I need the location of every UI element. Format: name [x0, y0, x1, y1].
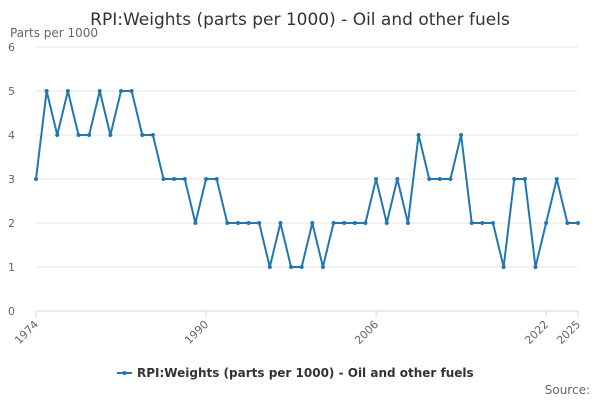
data-point[interactable] — [310, 221, 315, 225]
data-point[interactable] — [384, 221, 389, 225]
data-point[interactable] — [331, 221, 336, 225]
chart-title: RPI:Weights (parts per 1000) - Oil and o… — [90, 10, 510, 30]
y-tick-label: 2 — [8, 217, 15, 230]
y-axis-ticks: 0 1 2 3 4 5 6 — [8, 41, 15, 318]
data-point[interactable] — [172, 177, 177, 181]
legend-marker — [122, 371, 127, 375]
data-point[interactable] — [565, 221, 570, 225]
data-point[interactable] — [405, 221, 410, 225]
data-point[interactable] — [459, 133, 464, 137]
data-point[interactable] — [129, 89, 134, 93]
y-tick-label: 4 — [8, 129, 15, 142]
gridlines — [36, 46, 578, 312]
x-tick-label: 2006 — [352, 318, 381, 347]
data-point[interactable] — [554, 177, 559, 181]
data-point[interactable] — [544, 221, 549, 225]
data-point[interactable] — [140, 133, 145, 137]
data-point[interactable] — [576, 221, 580, 225]
x-axis: 1974 1990 2006 2022 2025 — [12, 310, 583, 347]
data-point[interactable] — [204, 177, 209, 181]
data-point[interactable] — [490, 221, 495, 225]
data-point[interactable] — [501, 265, 506, 269]
data-point[interactable] — [299, 265, 304, 269]
y-tick-label: 0 — [8, 305, 15, 318]
data-point[interactable] — [214, 177, 219, 181]
data-point[interactable] — [108, 133, 113, 137]
x-tick-label: 2025 — [554, 318, 583, 347]
x-tick-label: 1990 — [182, 318, 211, 347]
data-point[interactable] — [448, 177, 453, 181]
data-point[interactable] — [289, 265, 294, 269]
data-point[interactable] — [44, 89, 49, 93]
data-point[interactable] — [193, 221, 198, 225]
series-line — [35, 90, 578, 268]
data-point[interactable] — [257, 221, 262, 225]
data-point[interactable] — [267, 265, 272, 269]
data-point[interactable] — [65, 89, 70, 93]
data-point[interactable] — [342, 221, 347, 225]
y-tick-label: 1 — [8, 261, 15, 274]
data-point[interactable] — [352, 221, 357, 225]
data-point[interactable] — [97, 89, 102, 93]
source-label: Source: — [545, 383, 590, 397]
data-point[interactable] — [320, 265, 325, 269]
y-tick-label: 6 — [8, 41, 15, 54]
legend-label: RPI:Weights (parts per 1000) - Oil and o… — [137, 366, 474, 380]
data-point[interactable] — [512, 177, 517, 181]
data-point[interactable] — [34, 177, 38, 181]
data-point[interactable] — [469, 221, 474, 225]
data-point[interactable] — [225, 221, 230, 225]
data-point[interactable] — [161, 177, 166, 181]
data-point[interactable] — [278, 221, 283, 225]
data-point[interactable] — [182, 177, 187, 181]
data-point[interactable] — [480, 221, 485, 225]
y-axis-label: Parts per 1000 — [10, 26, 98, 40]
y-tick-label: 5 — [8, 85, 15, 98]
data-point[interactable] — [533, 265, 538, 269]
x-tick-label: 1974 — [12, 318, 41, 347]
y-tick-label: 3 — [8, 173, 15, 186]
data-point[interactable] — [374, 177, 379, 181]
data-point[interactable] — [235, 221, 240, 225]
data-point[interactable] — [522, 177, 527, 181]
data-point[interactable] — [76, 133, 81, 137]
data-point[interactable] — [427, 177, 432, 181]
data-point[interactable] — [87, 133, 92, 137]
data-point[interactable] — [150, 133, 155, 137]
series-group — [34, 89, 580, 269]
legend[interactable]: RPI:Weights (parts per 1000) - Oil and o… — [117, 366, 474, 380]
data-point[interactable] — [363, 221, 368, 225]
x-tick-label: 2022 — [522, 318, 551, 347]
data-point[interactable] — [395, 177, 400, 181]
data-point[interactable] — [246, 221, 251, 225]
data-point[interactable] — [119, 89, 124, 93]
data-point[interactable] — [416, 133, 421, 137]
data-point[interactable] — [55, 133, 60, 137]
data-point[interactable] — [437, 177, 442, 181]
